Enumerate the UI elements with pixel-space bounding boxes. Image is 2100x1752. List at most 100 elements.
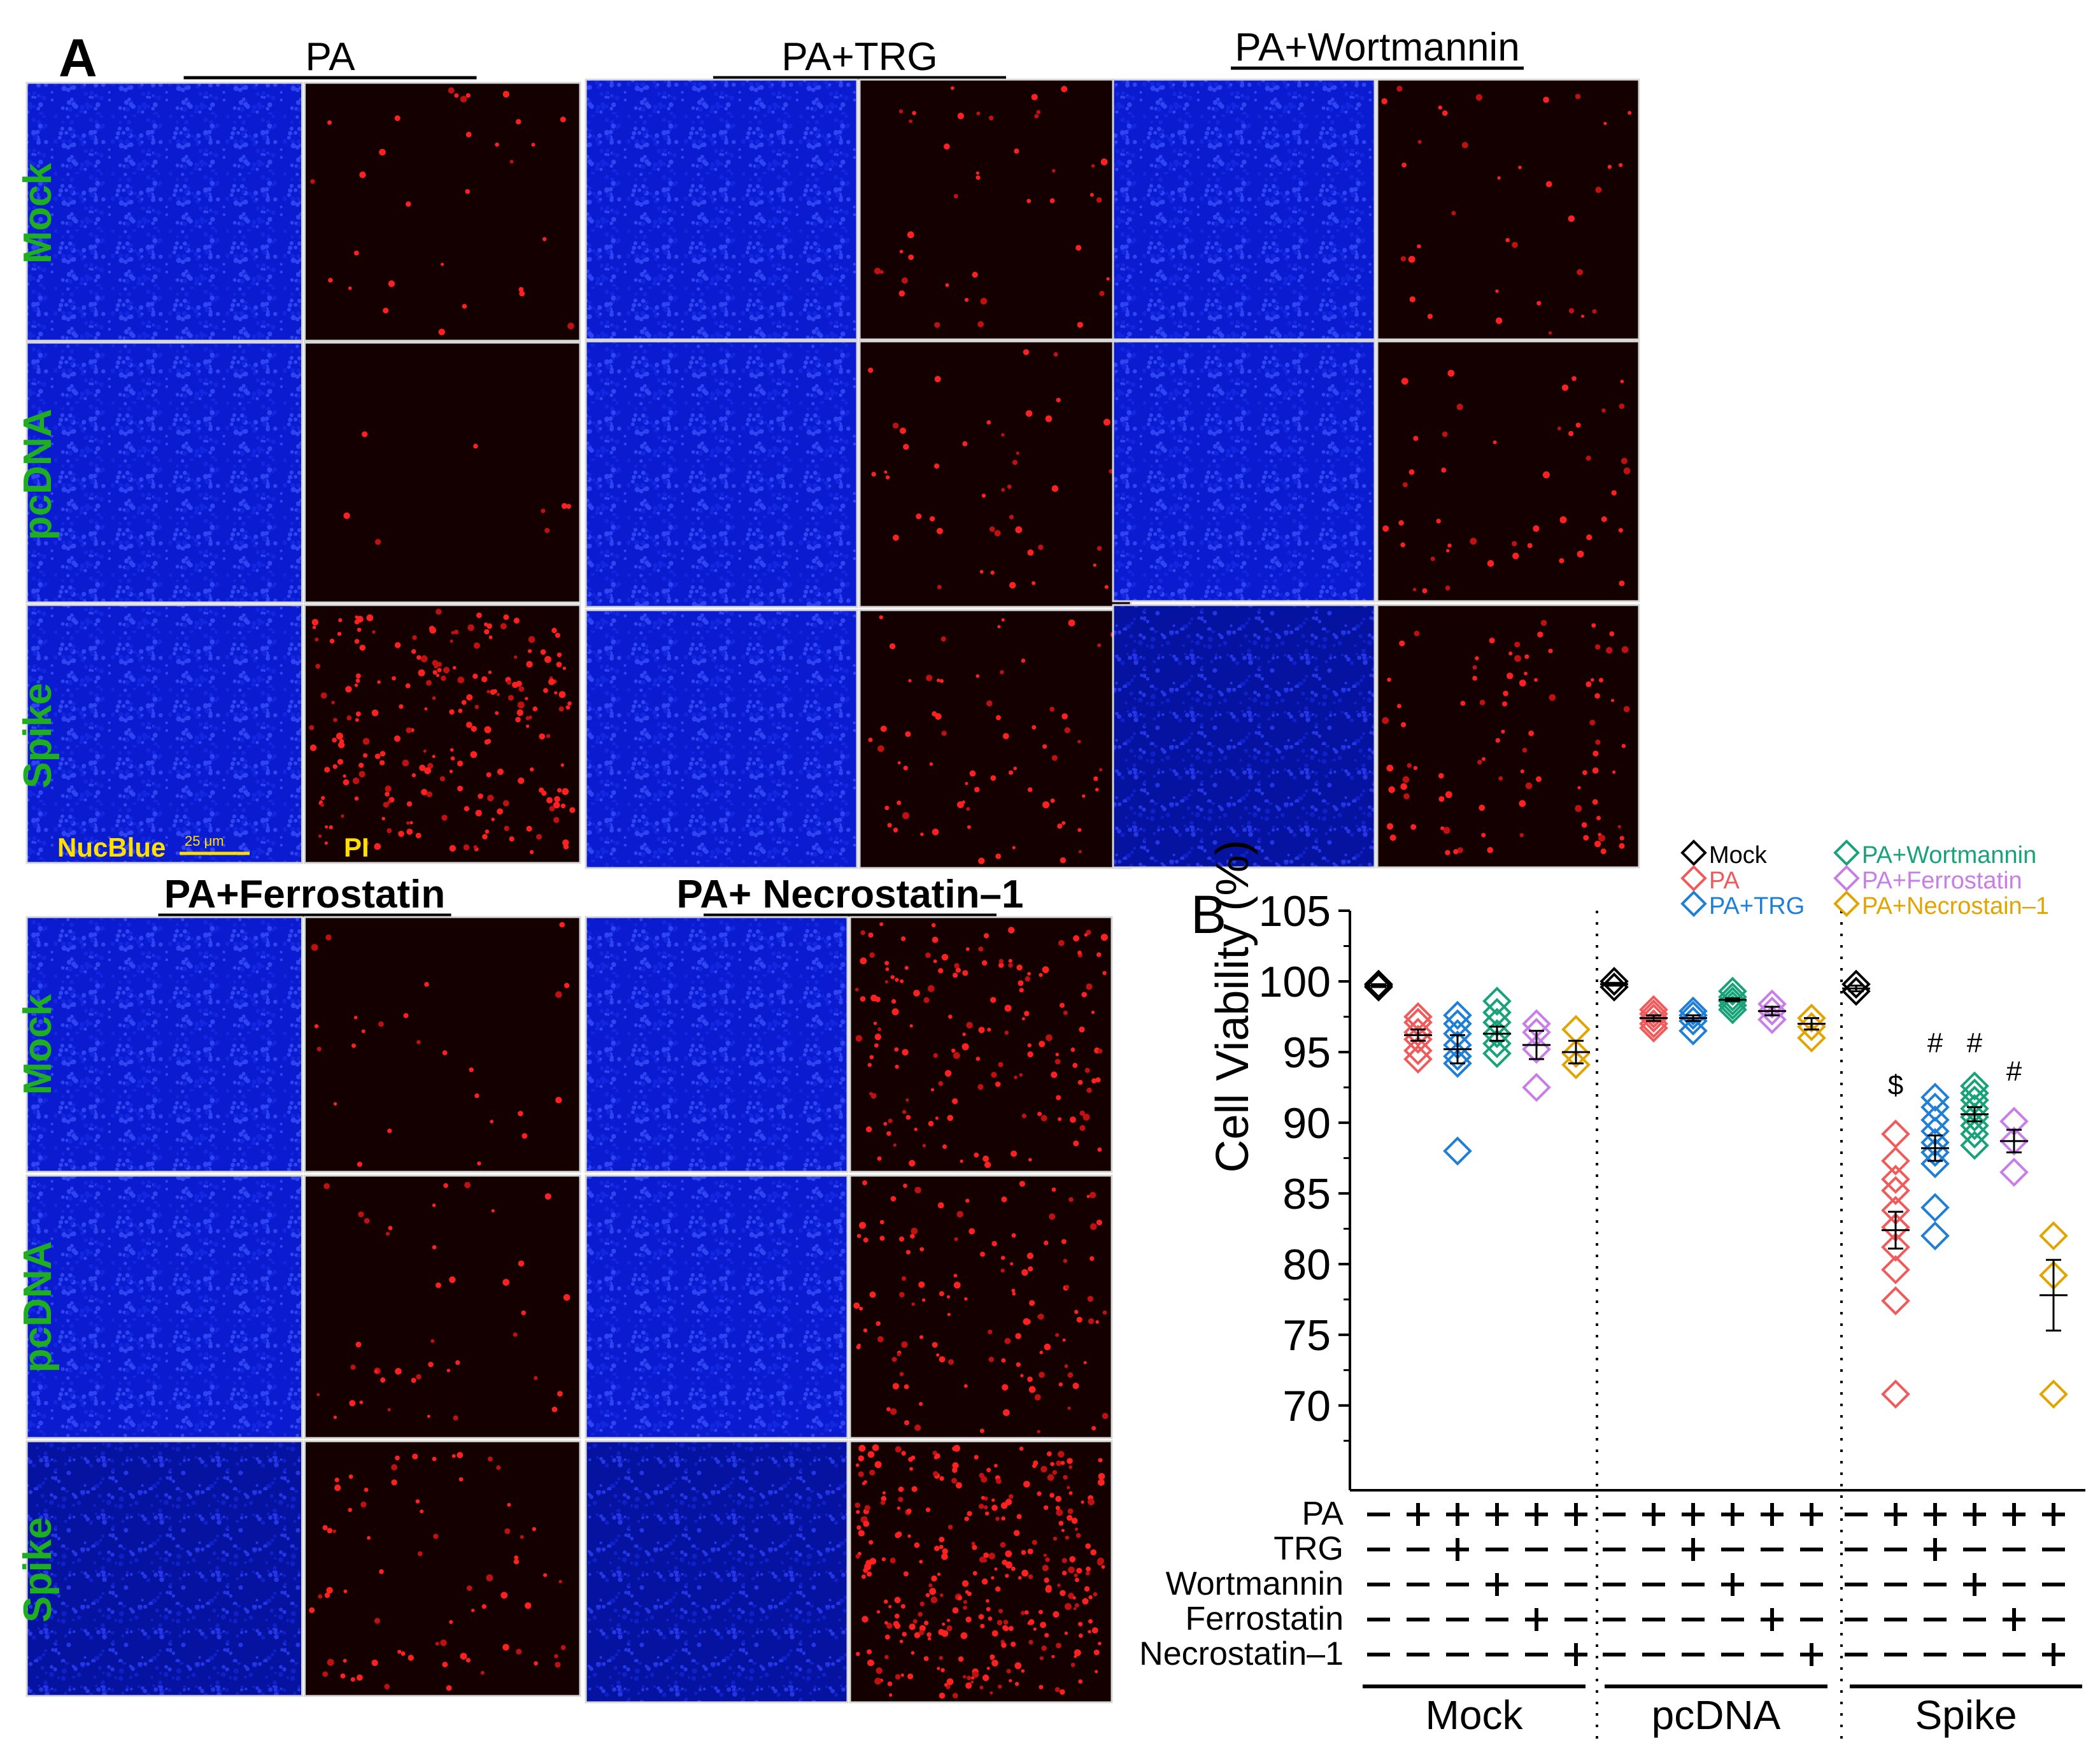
pi-cell-dot bbox=[324, 767, 330, 773]
pi-cell-dot bbox=[998, 1684, 1002, 1689]
pi-cell-dot bbox=[509, 159, 514, 164]
pi-cell-dot bbox=[1021, 1113, 1027, 1118]
pi-cell-dot bbox=[1064, 1364, 1068, 1369]
pi-cell-dot bbox=[1592, 309, 1597, 314]
pi-cell-dot bbox=[361, 1029, 365, 1034]
pi-cell-dot bbox=[855, 988, 859, 992]
pi-cell-dot bbox=[876, 1610, 881, 1614]
pi-cell-dot bbox=[991, 1660, 998, 1667]
pi-cell-dot bbox=[953, 1052, 960, 1059]
pi-cell-dot bbox=[527, 649, 532, 653]
pi-cell-dot bbox=[913, 990, 920, 997]
pi-cell-dot bbox=[908, 1456, 913, 1462]
pi-cell-dot bbox=[507, 1502, 511, 1507]
pi-cell-dot bbox=[1581, 822, 1587, 828]
legend-item: PA bbox=[1680, 865, 1740, 894]
pi-cell-dot bbox=[1103, 418, 1110, 426]
pi-cell-dot bbox=[1064, 1631, 1068, 1635]
pi-cell-dot bbox=[979, 1504, 984, 1509]
pi-cell-dot bbox=[1009, 515, 1014, 520]
pi-cell-dot bbox=[503, 614, 509, 620]
pi-cell-dot bbox=[1603, 122, 1607, 125]
pi-cell-dot bbox=[1023, 349, 1030, 355]
pi-cell-dot bbox=[1051, 1187, 1056, 1192]
pi-cell-dot bbox=[964, 1516, 969, 1521]
data-point bbox=[1881, 1146, 1910, 1176]
pi-cell-dot bbox=[423, 749, 427, 753]
pi-cell-dot bbox=[1104, 585, 1109, 589]
pi-cell-dot bbox=[980, 1251, 985, 1257]
pi-cell-dot bbox=[480, 1670, 485, 1675]
pi-cell-dot bbox=[936, 527, 943, 534]
pi-cell-dot bbox=[981, 494, 986, 498]
pi-cell-dot bbox=[430, 1339, 435, 1343]
pi-cell-dot bbox=[1042, 801, 1050, 809]
pi-cell-dot bbox=[1045, 415, 1053, 422]
pi-cell-dot bbox=[318, 834, 322, 838]
pi-cell-dot bbox=[411, 773, 416, 778]
pi-cell-dot bbox=[919, 1402, 923, 1406]
pi-cell-dot bbox=[965, 947, 970, 951]
pi-cell-dot bbox=[1403, 793, 1410, 800]
pi-cell-dot bbox=[353, 1016, 358, 1020]
data-point bbox=[1561, 1015, 1591, 1044]
pi-cell-dot bbox=[934, 463, 940, 469]
pi-cell-dot bbox=[1482, 757, 1486, 761]
series-pcdna-5 bbox=[1797, 1003, 1826, 1053]
pi-cell-dot bbox=[1016, 452, 1019, 455]
pi-cell-dot bbox=[900, 979, 904, 983]
pi-cell-dot bbox=[367, 1535, 371, 1540]
pi-cell-dot bbox=[1440, 826, 1445, 830]
panel-b-letter: B bbox=[1191, 885, 1226, 944]
pi-cell-dot bbox=[543, 237, 547, 241]
pi-cell-dot bbox=[500, 1592, 508, 1599]
pi-cell-dot bbox=[1008, 770, 1014, 775]
pi-cell-dot bbox=[986, 1607, 991, 1612]
pi-cell-dot bbox=[939, 1544, 944, 1549]
pi-cell-dot bbox=[488, 1456, 493, 1462]
pi-cell-dot bbox=[486, 739, 492, 744]
pi-cell-dot bbox=[406, 829, 413, 835]
pi-cell-dot bbox=[1609, 631, 1615, 637]
pi-cell-dot bbox=[1445, 585, 1451, 591]
pi-cell-dot bbox=[1621, 457, 1628, 464]
pi-cell-dot bbox=[1598, 834, 1606, 842]
pi-cell-dot bbox=[1039, 1041, 1046, 1048]
pi-cell-dot bbox=[465, 1658, 471, 1663]
pi-cell-dot bbox=[432, 1245, 437, 1250]
pi-cell-dot bbox=[894, 1047, 899, 1052]
pi-cell-dot bbox=[1413, 766, 1418, 771]
pi-cell-dot bbox=[986, 1599, 990, 1603]
pi-cell-dot bbox=[1056, 397, 1061, 402]
pi-cell-dot bbox=[968, 1228, 976, 1235]
pi-cell-dot bbox=[1592, 767, 1599, 774]
pi-cell-dot bbox=[1038, 545, 1044, 550]
pi-cell-dot bbox=[965, 1199, 970, 1203]
pi-cell-dot bbox=[432, 1203, 436, 1207]
pi-cell-dot bbox=[472, 673, 478, 680]
pi-cell-dot bbox=[1414, 630, 1420, 637]
pi-cell-dot bbox=[491, 817, 495, 822]
pi-cell-dot bbox=[1619, 403, 1625, 410]
pi-cell-dot bbox=[490, 689, 496, 695]
pi-cell-dot bbox=[1402, 776, 1410, 783]
pi-cell-dot bbox=[858, 1455, 865, 1462]
pi-cell-dot bbox=[441, 262, 444, 266]
pi-cell-dot bbox=[465, 93, 471, 98]
pi-cell-dot bbox=[1072, 1596, 1076, 1600]
pi-cell-dot bbox=[1495, 289, 1499, 293]
pi-cell-dot bbox=[384, 1684, 390, 1690]
pi-cell-dot bbox=[1078, 1634, 1083, 1638]
pi-cell-dot bbox=[1417, 244, 1421, 248]
pi-cell-dot bbox=[887, 823, 892, 828]
legend-item: PA+TRG bbox=[1680, 890, 1805, 920]
micrograph-group-3: PA+Ferrostatin bbox=[25, 872, 581, 1697]
pi-cell-dot bbox=[315, 637, 319, 642]
pi-cell-dot bbox=[1586, 534, 1593, 541]
pi-cell-dot bbox=[1095, 1670, 1098, 1674]
pi-cell-dot bbox=[475, 809, 482, 816]
pi-cell-dot bbox=[364, 1218, 370, 1224]
pi-cell-dot bbox=[902, 1109, 907, 1115]
pi-cell-dot bbox=[1039, 1656, 1044, 1660]
pi-cell-dot bbox=[858, 1444, 866, 1452]
